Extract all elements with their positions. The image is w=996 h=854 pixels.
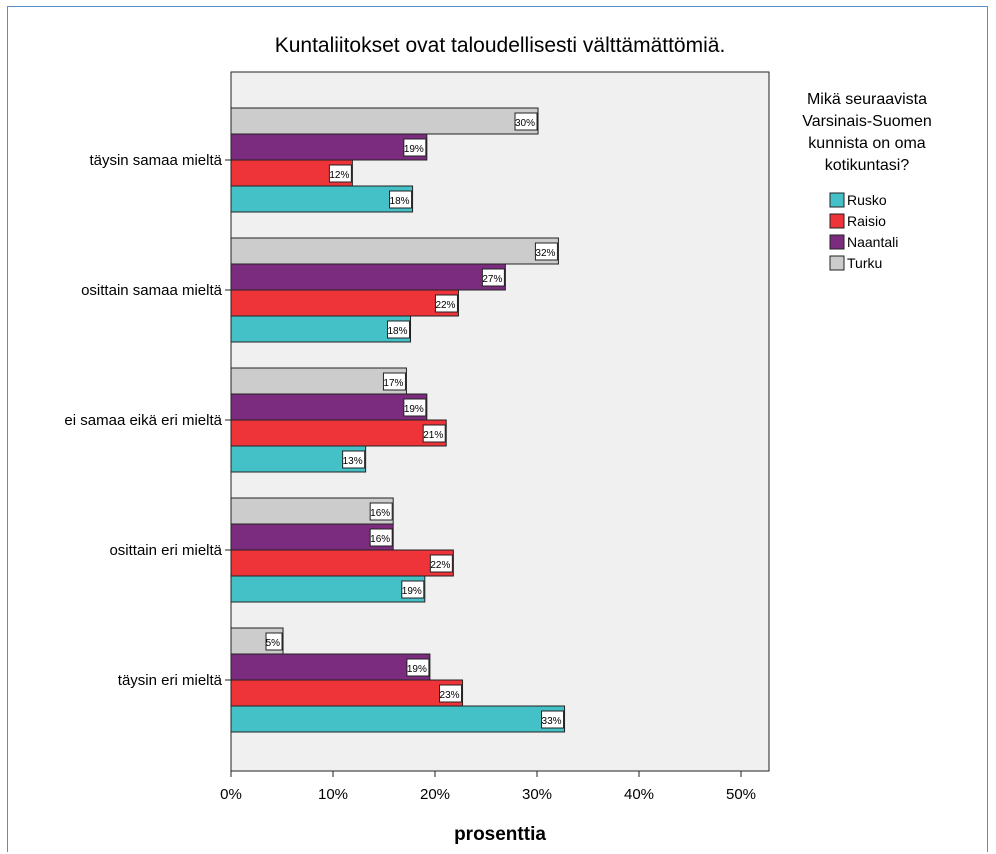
data-label: 23%	[440, 690, 460, 701]
data-label: 19%	[407, 664, 427, 675]
data-label: 19%	[404, 404, 424, 415]
category-label: täysin eri mieltä	[118, 672, 223, 689]
data-label-box	[422, 424, 446, 443]
data-label: 18%	[388, 326, 408, 337]
legend-swatch-naantali	[829, 234, 845, 250]
category-label: osittain samaa mieltä	[81, 282, 223, 299]
category-label: täysin samaa mieltä	[89, 152, 222, 169]
data-label-box	[541, 710, 565, 729]
data-label-box	[401, 580, 425, 599]
data-label-box	[369, 502, 393, 521]
data-label: 22%	[430, 560, 450, 571]
data-label: 27%	[482, 274, 502, 285]
x-tick-label: 0%	[220, 786, 242, 803]
data-label: 17%	[383, 378, 403, 389]
category-label: ei samaa eikä eri mieltä	[64, 412, 222, 429]
x-tick-label: 20%	[420, 786, 450, 803]
data-label: 16%	[370, 508, 390, 519]
data-label: 19%	[404, 144, 424, 155]
data-label-box	[429, 554, 453, 573]
data-label: 22%	[435, 300, 455, 311]
bar-rusko-2	[230, 315, 412, 343]
legend-title-line: kunnista on oma	[808, 135, 926, 152]
data-label: 12%	[329, 170, 349, 181]
data-label: 19%	[402, 586, 422, 597]
bar-naantali-1	[230, 133, 428, 161]
data-label-box	[387, 320, 411, 339]
x-tick-label: 30%	[522, 786, 552, 803]
data-label-box	[265, 632, 283, 651]
legend-label-raisio: Raisio	[847, 213, 886, 229]
bar-turku-2	[230, 237, 559, 265]
bar-rusko-4	[230, 575, 426, 603]
data-label-box	[481, 268, 505, 287]
data-label-box	[328, 164, 352, 183]
legend-swatch-raisio	[829, 213, 845, 229]
bar-turku-4	[230, 497, 394, 525]
data-label-box	[439, 684, 463, 703]
data-label: 30%	[515, 118, 535, 129]
data-label: 33%	[542, 716, 562, 727]
data-label-box	[514, 112, 538, 131]
bar-raisio-4	[230, 549, 454, 577]
data-label-box	[342, 450, 366, 469]
x-axis-label: prosenttia	[454, 824, 546, 845]
legend-title-line: Varsinais-Suomen	[802, 113, 932, 130]
bar-raisio-5	[230, 679, 464, 707]
legend-title-line: Mikä seuraavista	[807, 91, 927, 108]
bar-turku-3	[230, 367, 407, 395]
axes-group: täysin samaa mieltä osittain samaa mieltä…	[64, 152, 756, 803]
x-tick-label: 50%	[726, 786, 756, 803]
bar-naantali-2	[230, 263, 506, 291]
data-label: 16%	[370, 534, 390, 545]
bar-turku-1	[230, 107, 539, 135]
data-label: 32%	[535, 248, 555, 259]
legend: Mikä seuraavista Varsinais-Suomen kunnista…	[802, 91, 932, 271]
legend-swatch-turku	[829, 255, 845, 271]
legend-label-naantali: Naantali	[847, 234, 898, 250]
data-label-box	[434, 294, 458, 313]
bar-rusko-5	[230, 705, 566, 733]
data-label-box	[406, 658, 430, 677]
data-label-box	[369, 528, 393, 547]
data-label: 5%	[266, 638, 281, 649]
data-label-box	[389, 190, 413, 209]
data-label-box	[382, 372, 406, 391]
data-label: 18%	[390, 196, 410, 207]
bar-raisio-3	[230, 419, 447, 447]
bar-naantali-4	[230, 523, 394, 551]
data-label: 13%	[343, 456, 363, 467]
chart-title: Kuntaliitokset ovat taloudellisesti vält…	[275, 34, 726, 57]
legend-swatch-rusko	[829, 192, 845, 208]
category-label: osittain eri mieltä	[109, 542, 222, 559]
legend-label-turku: Turku	[847, 255, 882, 271]
data-label-box	[403, 138, 427, 157]
data-label-box	[534, 242, 558, 261]
data-label: 21%	[423, 430, 443, 441]
bar-raisio-2	[230, 289, 459, 317]
bar-rusko-1	[230, 185, 414, 213]
bar-naantali-3	[230, 393, 428, 421]
bar-naantali-5	[230, 653, 431, 681]
legend-label-rusko: Rusko	[847, 192, 887, 208]
data-label-box	[403, 398, 427, 417]
legend-title-line: kotikuntasi?	[825, 157, 910, 174]
bars-group: 30% 19% 12% 18% 32% 27% 22% 18% 17% 19% 21% 13% 16% 1…	[230, 107, 566, 733]
x-tick-label: 40%	[624, 786, 654, 803]
x-tick-label: 10%	[318, 786, 348, 803]
